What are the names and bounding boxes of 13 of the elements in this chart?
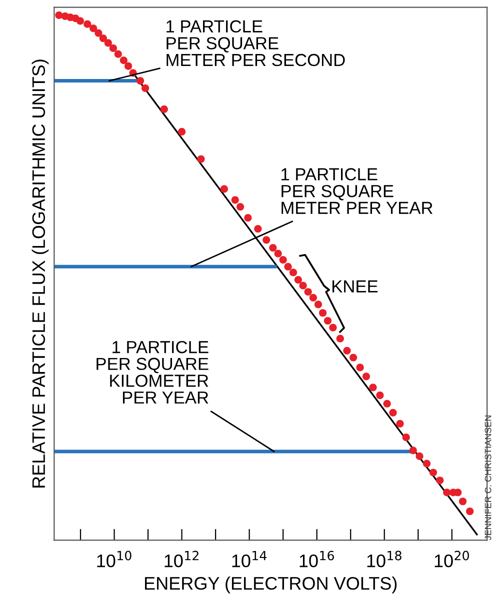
annotation: JENNIFER C. CHRISTIANSEN: [484, 416, 492, 540]
x-tick-label: 10$^{12}$: [164, 550, 198, 568]
y-axis-title: RELATIVE PARTICLE FLUX (LOGARITHMIC UNITS): [32, 60, 49, 488]
annotation: 1 PARTICLE PER SQUARE METER PER SECOND: [166, 20, 345, 66]
annotation: KNEE: [332, 280, 378, 292]
x-tick-label: 10$^{14}$: [232, 550, 267, 568]
x-tick-label: 10$^{10}$: [97, 550, 132, 568]
x-axis-title: ENERGY (ELECTRON VOLTS): [145, 576, 397, 594]
annotation: 1 PARTICLE PER SQUARE KILOMETER PER YEAR: [96, 340, 208, 404]
x-tick-label: 10$^{20}$: [434, 550, 469, 568]
annotation: 1 PARTICLE PER SQUARE METER PER YEAR: [282, 168, 432, 214]
x-tick-label: 10$^{16}$: [300, 550, 334, 568]
x-tick-label: 10$^{18}$: [367, 550, 402, 568]
